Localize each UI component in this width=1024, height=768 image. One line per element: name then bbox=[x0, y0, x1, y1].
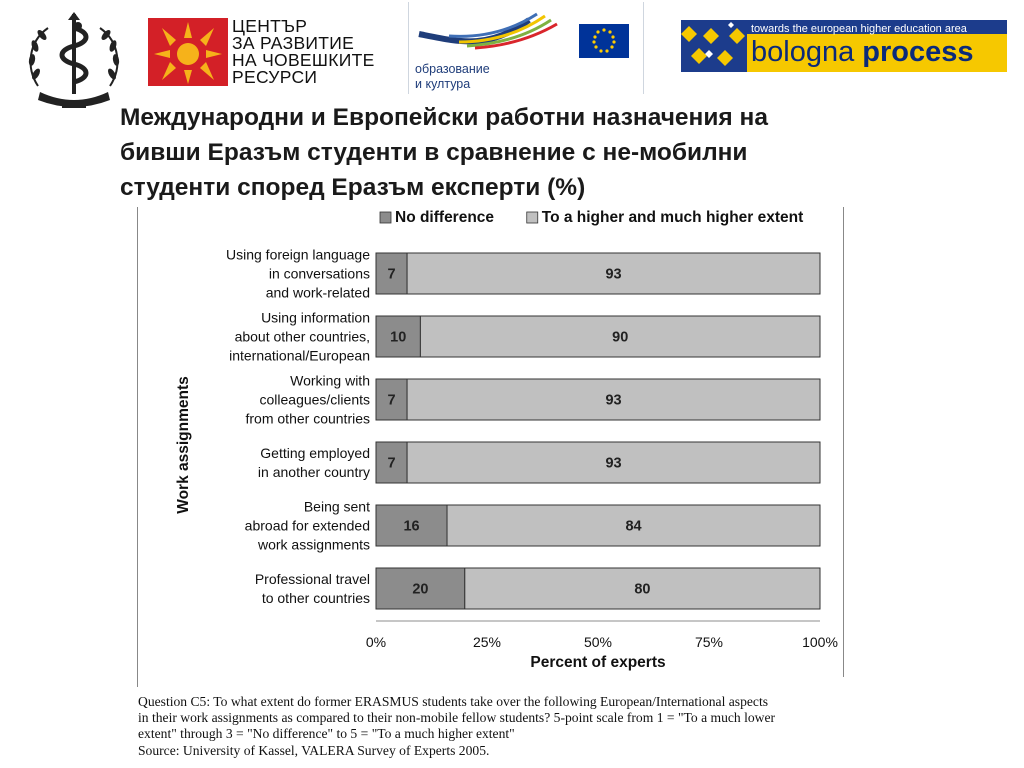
bar-segment bbox=[375, 252, 408, 295]
category-label: abroad for extended bbox=[245, 518, 370, 534]
bar-segment bbox=[375, 567, 466, 610]
data-label: 90 bbox=[612, 330, 628, 346]
category-label: Getting employed bbox=[260, 445, 370, 461]
stacked-bar-chart: No difference To a higher and much higher… bbox=[175, 209, 838, 671]
bar-segment bbox=[375, 504, 448, 547]
category-label: Professional travel bbox=[255, 571, 370, 587]
slide-title: Международни и Европейски работни назнач… bbox=[120, 100, 920, 205]
category-label: to other countries bbox=[262, 590, 370, 606]
category-label: colleagues/clients bbox=[259, 392, 370, 408]
y-axis-title: Work assignments bbox=[175, 376, 192, 514]
x-tick-label: 0% bbox=[366, 634, 386, 650]
x-tick-label: 100% bbox=[802, 634, 838, 650]
bar-segment bbox=[446, 504, 821, 547]
edu-line-2: и култура bbox=[415, 77, 471, 91]
category-label: Working with bbox=[290, 373, 370, 389]
bar-segment bbox=[419, 315, 821, 358]
hrdc-line-4: РЕСУРСИ bbox=[232, 67, 318, 87]
legend-label: To a higher and much higher extent bbox=[542, 209, 804, 226]
hrdc-logo: ЦЕНТЪР ЗА РАЗВИТИЕ НА ЧОВЕШКИТЕ РЕСУРСИ bbox=[148, 16, 394, 87]
x-tick-label: 75% bbox=[695, 634, 723, 650]
data-label: 10 bbox=[390, 330, 406, 346]
bologna-process-logo: towards the european higher education ar… bbox=[681, 20, 1007, 72]
edu-line-1: образование bbox=[415, 62, 490, 76]
bologna-tagline: towards the european higher education ar… bbox=[751, 23, 967, 35]
title-line: Международни и Европейски работни назнач… bbox=[120, 104, 768, 131]
category-label: in another country bbox=[258, 464, 370, 480]
caption-line: in their work assignments as compared to… bbox=[138, 710, 776, 726]
legend-swatch bbox=[379, 211, 392, 224]
category-label: from other countries bbox=[246, 411, 371, 427]
data-label: 93 bbox=[605, 267, 621, 283]
category-label: Being sent bbox=[304, 499, 370, 515]
data-label: 20 bbox=[412, 582, 428, 598]
caption-line: extent" through 3 = "No difference" to 5… bbox=[138, 726, 515, 742]
bar-segment bbox=[375, 441, 408, 484]
bar-segment bbox=[406, 378, 821, 421]
bar-segment bbox=[375, 378, 408, 421]
category-label: work assignments bbox=[257, 537, 370, 553]
x-tick-label: 25% bbox=[473, 634, 501, 650]
category-label: Using foreign language bbox=[226, 247, 370, 263]
bologna-wordmark: bologna process bbox=[751, 36, 974, 68]
data-label: 93 bbox=[605, 456, 621, 472]
chart-panel: No difference To a higher and much higher… bbox=[137, 207, 844, 687]
bar-segment bbox=[406, 252, 821, 295]
category-label: in conversations bbox=[269, 266, 370, 282]
hrdc-line-2: ЗА РАЗВИТИЕ bbox=[232, 33, 355, 53]
chart-caption: Question C5: To what extent do former ER… bbox=[138, 694, 878, 759]
data-label: 7 bbox=[388, 267, 396, 283]
data-label: 80 bbox=[634, 582, 650, 598]
data-label: 7 bbox=[388, 393, 396, 409]
category-label: about other countries, bbox=[235, 329, 370, 345]
data-label: 16 bbox=[403, 519, 419, 535]
data-label: 7 bbox=[388, 456, 396, 472]
caption-line: Source: University of Kassel, VALERA Sur… bbox=[138, 742, 490, 758]
legend-swatch bbox=[526, 211, 539, 224]
data-label: 93 bbox=[605, 393, 621, 409]
title-line: студенти според Еразъм експерти (%) bbox=[120, 174, 586, 201]
bar-segment bbox=[464, 567, 821, 610]
x-axis-title: Percent of experts bbox=[530, 654, 665, 671]
category-label: international/European bbox=[229, 348, 370, 364]
category-label: and work-related bbox=[266, 285, 370, 301]
legend-label: No difference bbox=[395, 209, 494, 226]
title-line: бивши Еразъм студенти в сравнение с не-м… bbox=[120, 139, 748, 166]
bar-segment bbox=[406, 441, 821, 484]
caption-line: Question C5: To what extent do former ER… bbox=[138, 694, 769, 709]
university-seal-logo bbox=[18, 8, 130, 110]
category-label: Using information bbox=[261, 310, 370, 326]
bologna-word: bologna bbox=[751, 36, 855, 68]
x-tick-label: 50% bbox=[584, 634, 612, 650]
hrdc-line-3: НА ЧОВЕШКИТЕ bbox=[232, 50, 375, 70]
education-culture-logo: образование и култура bbox=[408, 2, 644, 94]
process-word: process bbox=[862, 36, 974, 68]
hrdc-line-1: ЦЕНТЪР bbox=[232, 16, 308, 36]
data-label: 84 bbox=[625, 519, 641, 535]
